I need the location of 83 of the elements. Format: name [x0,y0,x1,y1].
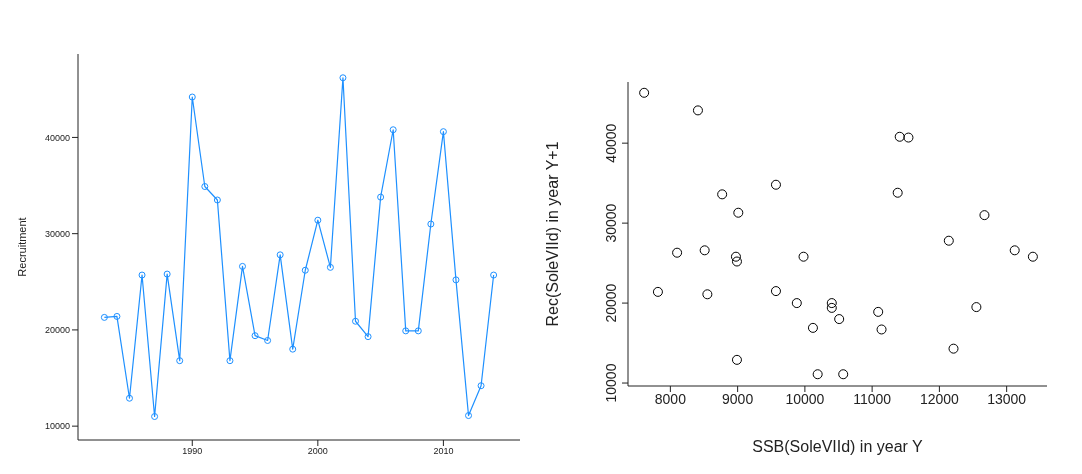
point [672,247,683,258]
point [176,357,184,365]
point [201,183,209,191]
point [465,412,473,420]
point [770,286,781,297]
point [427,220,435,228]
point [702,289,713,300]
point [979,210,990,221]
point [733,207,744,218]
point [238,262,246,270]
point [731,256,742,267]
point [876,324,887,335]
point [807,322,818,333]
y-tick-label: 30000 [44,228,70,239]
x-tick-label: 12000 [919,390,960,407]
point [838,369,849,380]
point [364,333,372,341]
point [791,298,802,309]
point [798,251,809,262]
y-tick-label: 20000 [603,283,619,323]
point [314,216,322,224]
point [377,193,385,201]
point [892,187,903,198]
x-tick-label: 1990 [182,446,203,457]
point [812,369,823,380]
point [339,74,347,82]
point [138,271,146,279]
point [326,263,334,271]
point [414,327,422,335]
point [1009,245,1020,256]
point [971,302,982,313]
y-axis-title: Rec(SoleVIId) in year Y+1 [543,141,561,327]
point [490,271,498,279]
point [301,266,309,274]
point [903,132,914,143]
point [251,332,259,340]
point [652,286,663,297]
y-tick-label: 30000 [603,203,619,243]
point [834,314,845,325]
x-tick-label: 9000 [722,390,754,407]
y-tick-label: 40000 [44,132,70,143]
point [125,394,133,402]
point [289,345,297,353]
x-tick-label: 10000 [785,390,825,407]
x-tick-label: 11000 [853,390,892,407]
point [188,93,196,101]
point [151,413,159,421]
point [113,312,121,320]
point [873,306,884,317]
point [770,179,781,190]
point [1027,251,1038,262]
x-tick-label: 13000 [987,390,1027,407]
x-tick-label: 2010 [433,446,454,457]
point [477,382,485,390]
point [692,105,703,116]
y-tick-label: 10000 [44,421,70,432]
x-tick-label: 8000 [654,390,687,407]
point [163,270,171,278]
point [730,251,741,262]
point [826,298,837,309]
point [699,245,710,256]
point [639,87,650,98]
point [717,189,728,200]
point [452,276,460,284]
point [100,313,108,321]
point [389,126,397,134]
point [948,343,959,354]
y-tick-label: 40000 [603,123,619,163]
point [731,354,742,365]
point [264,336,272,344]
point [352,317,360,325]
point [402,327,410,335]
point [943,235,954,246]
point [276,251,284,259]
point [226,357,234,365]
y-axis-title: Recruitment [15,217,28,277]
point [439,128,447,136]
point [826,302,837,313]
point [213,196,221,204]
point [894,131,905,142]
x-axis-title: SSB(SoleVIId) in year Y [752,438,924,455]
y-tick-label: 20000 [44,325,70,336]
x-tick-label: 2000 [307,446,328,457]
